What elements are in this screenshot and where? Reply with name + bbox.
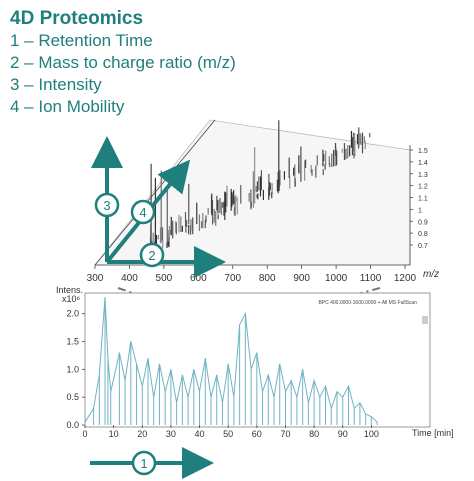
chromatogram-x-tick-label: 0 (82, 429, 87, 439)
surface-mobility-tick-label: 1 (418, 207, 422, 214)
chromatogram-y-ticks: 2.0 1.5 1.0 0.5 0.0 (66, 309, 85, 430)
legend-line-3: 3 – Intensity (10, 75, 102, 94)
surface-mobility-tick-label: 0.8 (418, 231, 428, 238)
surface-x-tick-label: 700 (224, 273, 241, 284)
chromatogram-y-label: Intens. (56, 285, 83, 295)
surface-x-tick-label: 400 (121, 273, 138, 284)
surface-x-ticks: 300 400 500 600 700 800 900 1000 1100 1200 (87, 265, 417, 284)
chromatogram-legend: BPC 400.0000-1600.0000 + All MS FullScan (318, 300, 417, 306)
mobility-badge-label: 4 (139, 205, 146, 220)
chromatogram-x-tick-label: 100 (364, 429, 379, 439)
surface-x-tick-label: 900 (293, 273, 310, 284)
axis-arrows: 3 4 2 (91, 136, 226, 278)
chromatogram-x-label: Time [min] (412, 428, 454, 438)
chromatogram-y-unit: x10⁶ (62, 294, 81, 304)
surface-x-tick-label: 500 (156, 273, 173, 284)
page-title: 4D Proteomics (10, 8, 144, 29)
chromatogram-x-tick-label: 90 (338, 429, 348, 439)
chromatogram-series-line (84, 296, 378, 423)
chromatogram-scroll-marker (422, 316, 428, 324)
chromatogram-x-tick-label: 60 (252, 429, 262, 439)
surface-mobility-tick-label: 1.4 (418, 160, 428, 167)
legend-line-2: 2 – Mass to charge ratio (m/z) (10, 53, 236, 72)
legend-line-1: 1 – Retention Time (10, 31, 153, 50)
chromatogram: Intens. x10⁶ BPC 400.0000-1600.0000 + Al… (56, 285, 454, 439)
mz-badge-label: 2 (148, 248, 155, 263)
surface-x-tick-label: 1000 (325, 273, 348, 284)
surface-x-tick-label: 600 (190, 273, 207, 284)
surface-mobility-tick-label: 1.5 (418, 148, 428, 155)
chromatogram-y-tick-label: 0.5 (66, 392, 79, 402)
chromatogram-x-tick-label: 10 (109, 429, 119, 439)
surface-mobility-tick-label: 1.1 (418, 196, 428, 203)
chromatogram-points (84, 297, 378, 425)
intensity-badge-label: 3 (103, 198, 110, 213)
surface-x-tick-label: 300 (87, 273, 104, 284)
time-arrow-group: 1 (90, 447, 214, 479)
mobility-badge (130, 199, 156, 225)
chromatogram-x-tick-label: 50 (223, 429, 233, 439)
time-badge-label: 1 (140, 456, 147, 471)
surface-mobility-tick-label: 1.2 (418, 184, 428, 191)
chromatogram-y-tick-label: 1.0 (66, 364, 79, 374)
mz-badge (139, 242, 165, 268)
chromatogram-x-tick-label: 70 (280, 429, 290, 439)
intensity-badge (94, 192, 120, 218)
chromatogram-y-tick-label: 1.5 (66, 337, 79, 347)
surface-mobility-tick-label: 0.9 (418, 219, 428, 226)
surface-mobility-ticks: 1.5 1.4 1.3 1.2 1.1 1 0.9 0.8 0.7 (410, 148, 428, 250)
time-badge (131, 450, 157, 476)
title-block: 4D Proteomics 1 – Retention Time 2 – Mas… (10, 8, 236, 118)
chromatogram-x-tick-label: 40 (195, 429, 205, 439)
surface-x-tick-label: 1200 (394, 273, 417, 284)
chromatogram-y-tick-label: 0.0 (66, 420, 79, 430)
surface-plot: 300 400 500 600 700 800 900 1000 1100 1200 1.5 1.4… (87, 119, 439, 284)
chromatogram-x-tick-label: 30 (166, 429, 176, 439)
legend-line-4: 4 – Ion Mobility (10, 97, 125, 116)
chromatogram-x-tick-label: 20 (137, 429, 147, 439)
surface-x-label: m/z (423, 269, 439, 280)
chromatogram-x-tick-label: 80 (309, 429, 319, 439)
chromatogram-x-ticks: 0 10 20 30 40 50 60 70 80 90 100 (82, 425, 379, 439)
surface-mobility-tick-label: 1.3 (418, 172, 428, 179)
surface-x-tick-label: 800 (259, 273, 276, 284)
surface-x-tick-label: 1100 (360, 273, 382, 284)
surface-mobility-tick-label: 0.7 (418, 243, 428, 250)
chromatogram-y-tick-label: 2.0 (66, 309, 79, 319)
